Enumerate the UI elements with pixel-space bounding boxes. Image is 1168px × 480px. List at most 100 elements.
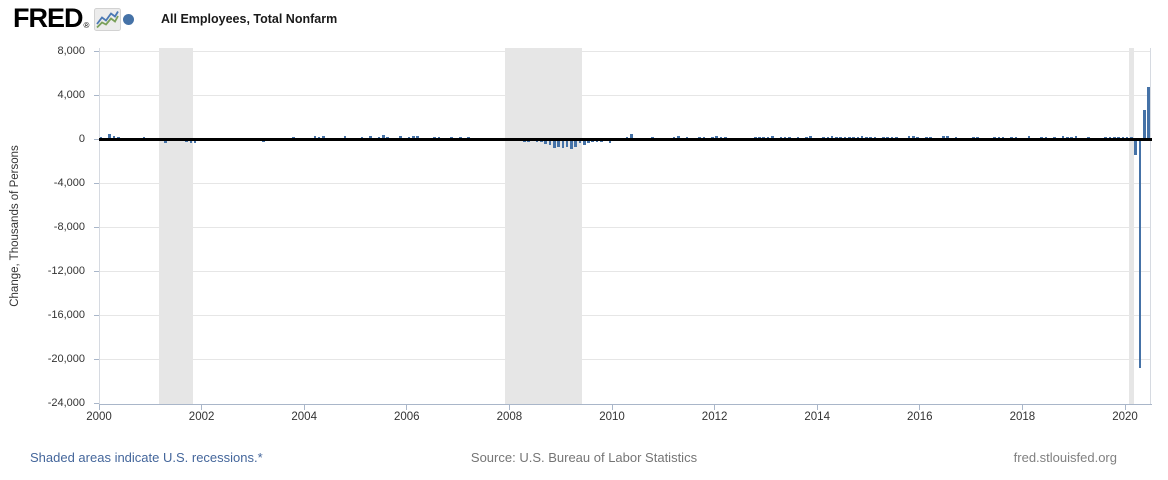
y-tick-label: 4,000 [57,88,85,101]
bar [608,139,612,143]
bar [809,136,813,140]
bar [942,136,945,140]
x-tick-mark [303,404,305,410]
chart-plot-area: Change, Thousands of Persons 8,000 4,000 0… [9,44,1152,423]
bar [912,136,915,140]
x-tick-mark [714,404,716,410]
x-axis-line [99,403,1152,405]
bar [416,136,419,140]
y-tick-mark [94,315,99,316]
x-tick-mark [98,404,100,410]
bar [676,135,680,140]
bar [343,135,347,140]
bar [1027,135,1031,140]
y-tick-label: -12,000 [47,264,85,277]
bar [587,139,590,144]
fred-logo: FRED ® [13,3,122,33]
fred-logo-text: FRED [13,3,83,33]
gridline [99,315,1150,316]
y-tick-mark [94,403,99,404]
y-tick-label: 8,000 [57,44,85,57]
bar [381,135,385,140]
zero-line [99,138,1152,141]
bar [108,134,111,140]
x-tick-label: 2008 [496,411,523,423]
x-tick-label: 2018 [1009,411,1036,423]
x-tick-mark [611,404,613,410]
plot-border-left [99,48,100,404]
bar [578,139,582,144]
bar [163,139,167,143]
x-tick-label: 2014 [804,411,830,423]
y-tick-label: -8,000 [53,220,85,233]
bar [860,135,864,140]
gridline [99,51,1150,52]
x-tick-mark [1021,404,1023,410]
x-tick-mark [508,404,510,410]
x-tick-label: 2012 [701,411,728,423]
bar [112,136,116,140]
bar [570,139,573,149]
bar [561,139,565,149]
bar [369,135,372,140]
bar [193,139,197,143]
x-tick-mark [201,404,203,410]
recessions-note-link[interactable]: Shaded areas indicate U.S. recessions.* [30,450,263,465]
x-tick-label: 2000 [86,411,112,423]
chart-footer: Shaded areas indicate U.S. recessions.* … [0,444,1168,474]
bar [565,139,569,148]
y-tick-mark [94,51,99,52]
x-tick-mark [816,404,818,410]
recession-band [158,48,194,404]
plot-border-right [1150,48,1151,404]
chart-legend: All Employees, Total Nonfarm [123,12,337,26]
bar [771,136,774,140]
bar [582,139,586,145]
bar [548,139,552,145]
x-tick-mark [1124,404,1126,410]
y-tick-label: -24,000 [47,396,85,409]
bar [1134,139,1137,155]
x-tick-mark [919,404,921,410]
y-tick-label: -16,000 [47,308,85,321]
bar [557,139,560,148]
y-tick-mark [94,139,99,140]
registered-trademark-symbol: ® [83,21,90,30]
bar [1074,136,1078,140]
legend-marker-icon [123,13,134,25]
x-tick-label: 2016 [907,411,933,423]
gridline [99,359,1150,360]
y-tick-mark [94,95,99,96]
bar [544,139,548,145]
bar [1138,139,1142,369]
gridline [99,95,1150,96]
fred-site-link[interactable]: fred.stlouisfed.org [1013,450,1117,465]
y-tick-mark [94,227,99,228]
y-tick-mark [94,183,99,184]
bar [907,136,911,140]
x-tick-label: 2010 [599,411,625,423]
x-tick-label: 2004 [291,411,317,423]
y-tick-label: -20,000 [47,352,85,365]
bar [629,133,633,140]
fred-sparkline-icon [94,8,122,31]
x-tick-label: 2020 [1112,411,1138,423]
bar [189,139,193,144]
x-tick-label: 2006 [394,411,420,423]
bar [552,139,556,148]
legend-series-label: All Employees, Total Nonfarm [161,12,338,26]
y-tick-label: -4,000 [53,176,85,189]
bar [1142,109,1146,140]
recession-band [1129,48,1134,404]
bar [399,135,402,140]
bar [313,135,317,140]
bar [322,136,325,140]
y-tick-label: 0 [78,132,85,145]
chart-header: FRED ® All Employees, Total Nonfarm [0,0,1168,42]
bar [946,136,949,140]
source-text: Source: U.S. Bureau of Labor Statistics [470,450,698,465]
recession-band [505,48,583,404]
gridline [99,227,1150,228]
gridline [99,271,1150,272]
